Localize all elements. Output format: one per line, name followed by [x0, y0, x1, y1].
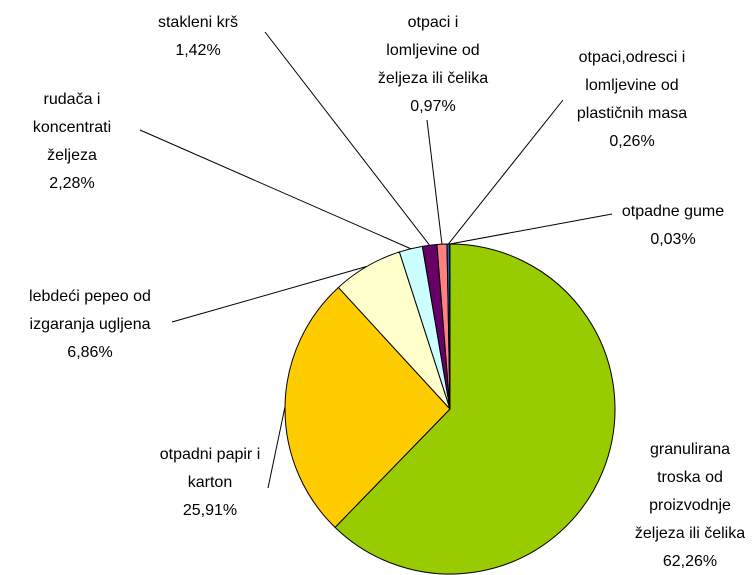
slice-label: otpadne gume 0,03%	[622, 198, 724, 254]
value-label: 6,86%	[67, 344, 113, 361]
value-label: 25,91%	[182, 502, 238, 519]
category-label: stakleni krš	[157, 14, 239, 31]
category-label: rudača i koncentrati željeza	[32, 91, 112, 164]
leader-line	[264, 31, 431, 246]
value-label: 62,26%	[662, 553, 718, 570]
value-label: 0,97%	[410, 98, 456, 115]
leader-line	[267, 406, 286, 489]
leader-line	[139, 129, 411, 250]
category-label: otpaci,odresci i lomljevine od plastični…	[576, 49, 688, 122]
value-label: 0,26%	[609, 133, 655, 150]
slice-label: otpadni papir i karton 25,91%	[160, 441, 261, 525]
leader-line	[447, 99, 564, 245]
value-label: 0,03%	[650, 231, 696, 248]
leader-line	[426, 119, 443, 245]
category-label: otpadni papir i karton	[159, 446, 261, 491]
slice-label: stakleni krš 1,42%	[158, 9, 238, 65]
leader-line	[171, 265, 368, 323]
leader-line	[449, 213, 613, 245]
category-label: otpaci i lomljevine od željeza ili čelik…	[377, 14, 489, 87]
slice-label: granulirana troska od proizvodnje željez…	[635, 436, 745, 575]
category-label: otpadne gume	[621, 203, 725, 220]
slice-label: rudača i koncentrati željeza 2,28%	[33, 86, 111, 198]
category-label: lebdeći pepeo od izgaranja ugljena	[29, 288, 151, 333]
pie-slice	[334, 243, 616, 575]
slice-label: otpaci,odresci i lomljevine od plastični…	[577, 44, 687, 156]
category-label: granulirana troska od proizvodnje željez…	[634, 441, 746, 542]
slice-label: lebdeći pepeo od izgaranja ugljena 6,86%	[29, 283, 151, 367]
value-label: 2,28%	[49, 175, 95, 192]
slice-label: otpaci i lomljevine od željeza ili čelik…	[378, 9, 488, 121]
value-label: 1,42%	[175, 42, 221, 59]
